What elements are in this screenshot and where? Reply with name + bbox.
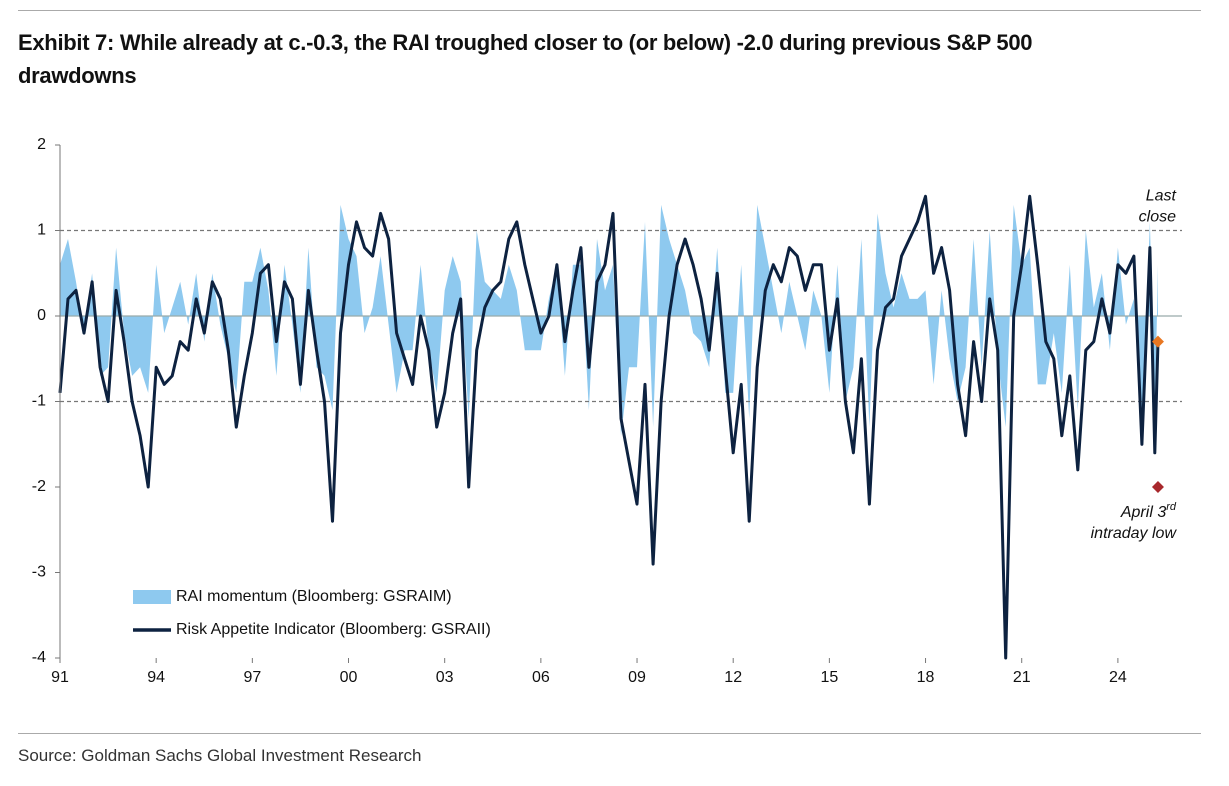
- y-tick-label: -3: [32, 564, 46, 581]
- y-tick-label: 0: [37, 307, 46, 324]
- x-tick-label: 15: [820, 669, 838, 686]
- top-rule: [18, 10, 1201, 11]
- source: Source: Goldman Sachs Global Investment …: [18, 746, 422, 765]
- annotation-text: close: [1139, 209, 1176, 226]
- y-tick-label: -1: [32, 393, 46, 410]
- y-tick-label: -4: [32, 649, 46, 666]
- x-tick-label: 97: [243, 669, 261, 686]
- annotation-text: April 3rd: [1120, 501, 1177, 521]
- annotation-line: April 3: [1120, 504, 1166, 521]
- x-tick-label: 09: [628, 669, 646, 686]
- x-tick-label: 24: [1109, 669, 1127, 686]
- y-tick-label: -2: [32, 478, 46, 495]
- annotation-line: intraday low: [1091, 525, 1178, 542]
- x-tick-label: 18: [917, 669, 935, 686]
- annotation-text: intraday low: [1091, 525, 1178, 542]
- annotation-superscript: rd: [1166, 501, 1177, 513]
- legend-label: Risk Appetite Indicator (Bloomberg: GSRA…: [176, 621, 491, 638]
- annotation-text: Last: [1146, 188, 1177, 205]
- legend-swatch: [133, 590, 171, 604]
- x-tick-label: 12: [724, 669, 742, 686]
- chart-title: Exhibit 7: While already at c.-0.3, the …: [18, 30, 1033, 88]
- annotation-marker: [1151, 481, 1164, 493]
- x-tick-label: 00: [340, 669, 358, 686]
- annotation-marker: [1151, 335, 1164, 348]
- x-tick-label: 94: [147, 669, 165, 686]
- bottom-rule: [18, 733, 1201, 734]
- y-tick-label: 1: [37, 222, 46, 239]
- rai-line: [58, 194, 1160, 660]
- momentum-area: [60, 204, 1158, 436]
- x-tick-label: 21: [1013, 669, 1031, 686]
- legend-label: RAI momentum (Bloomberg: GSRAIM): [176, 588, 452, 605]
- x-tick-label: 06: [532, 669, 550, 686]
- annotation-line: Last: [1146, 188, 1177, 205]
- y-tick-label: 2: [37, 136, 46, 153]
- x-tick-label: 03: [436, 669, 454, 686]
- annotation-line: close: [1139, 209, 1176, 226]
- x-tick-label: 91: [51, 669, 69, 686]
